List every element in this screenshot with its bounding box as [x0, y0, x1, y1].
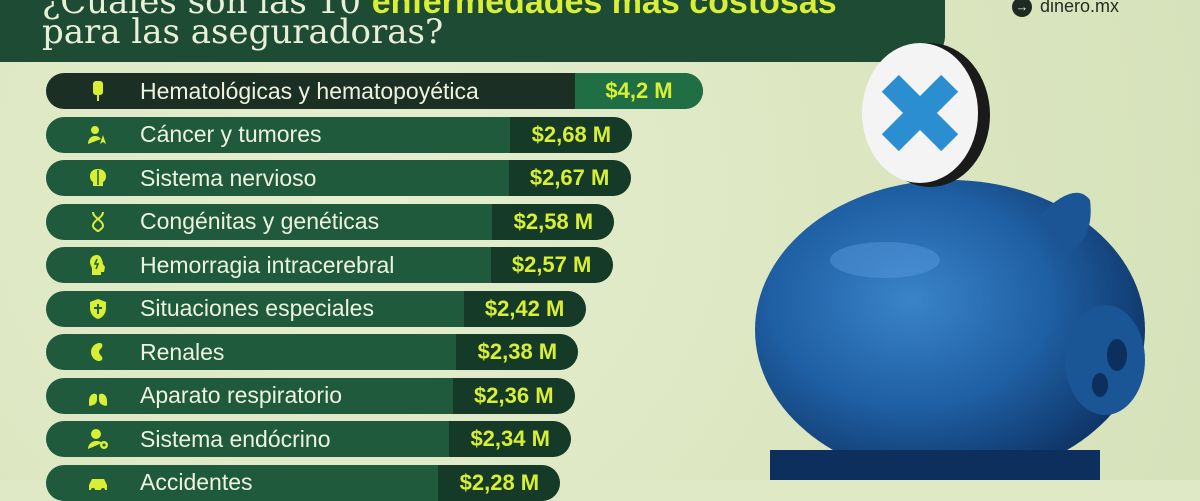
bar-row: Cáncer y tumores $2,68 M	[46, 116, 633, 153]
bar-category-label: Hemorragia intracerebral	[140, 251, 395, 278]
brand-logo[interactable]: → dinero.mx	[1012, 0, 1119, 17]
bar-chart: Hematológicas y hematopoyética $4,2 M Cánc…	[46, 73, 703, 501]
iv-bag-icon	[93, 81, 103, 101]
bar-category-label: Aparato respiratorio	[140, 382, 342, 408]
car-crash-icon	[89, 478, 107, 492]
bar-category-label: Sistema nervioso	[140, 164, 317, 191]
bar-row: Aparato respiratorio $2,36 M	[46, 377, 575, 414]
bar-value-label: $2,36 M	[452, 377, 575, 414]
bar-value-label: $2,38 M	[456, 334, 579, 370]
dna-icon	[92, 211, 104, 232]
bar-row: Renales $2,38 M	[46, 334, 579, 370]
lungs-icon	[89, 386, 107, 406]
bar-value-label: $2,67 M	[508, 160, 631, 196]
title-line-1: ¿Cuáles son las 10 enfermedades más cost…	[42, 0, 837, 22]
bar-category-label: Sistema endócrino	[140, 425, 331, 452]
bar-category-label: Hematológicas y hematopoyética	[140, 77, 479, 104]
title-highlight: enfermedades más costosas	[371, 0, 837, 21]
bar-category-label: Accidentes	[140, 469, 253, 495]
title-banner: ¿Cuáles son las 10 enfermedades más cost…	[0, 0, 945, 62]
bar-row: Accidentes $2,28 M	[46, 464, 561, 501]
kidney-icon	[91, 343, 103, 361]
bar-value-label: $2,28 M	[438, 464, 561, 501]
person-ribbon-icon	[88, 125, 106, 144]
title-line-2: para las aseguradoras?	[42, 12, 444, 52]
bar-row: Hematológicas y hematopoyética $4,2 M	[46, 73, 703, 109]
bar-value-label: $2,57 M	[490, 247, 613, 283]
bar-value-label: $2,58 M	[492, 203, 615, 240]
bar-value-label: $2,68 M	[510, 116, 633, 153]
arrow-right-icon: →	[1012, 0, 1032, 17]
bar-row: Hemorragia intracerebral $2,57 M	[46, 247, 613, 283]
bar-row: Sistema nervioso $2,67 M	[46, 160, 631, 196]
bar-value-label: $4,2 M	[575, 73, 703, 109]
bar-category-label: Congénitas y genéticas	[140, 208, 380, 234]
bar-category-label: Cáncer y tumores	[140, 121, 322, 147]
bar-row: Sistema endócrino $2,34 M	[46, 421, 572, 457]
piggy-bank-image	[755, 43, 1145, 480]
coin	[862, 43, 990, 187]
bar-row: Congénitas y genéticas $2,58 M	[46, 203, 615, 240]
bar-category-label: Situaciones especiales	[140, 295, 374, 321]
brain-icon	[90, 169, 106, 186]
person-gear-icon	[88, 429, 108, 449]
medical-shield-icon	[90, 298, 106, 319]
brand-text: dinero.mx	[1040, 0, 1120, 16]
bar-category-label: Renales	[140, 338, 225, 365]
bar-row: Situaciones especiales $2,42 M	[46, 290, 586, 327]
title-part-1: ¿Cuáles son las 10	[42, 0, 361, 22]
bar-value-label: $2,42 M	[463, 290, 586, 327]
bar-value-label: $2,34 M	[449, 421, 572, 457]
head-lightning-icon	[90, 255, 105, 275]
